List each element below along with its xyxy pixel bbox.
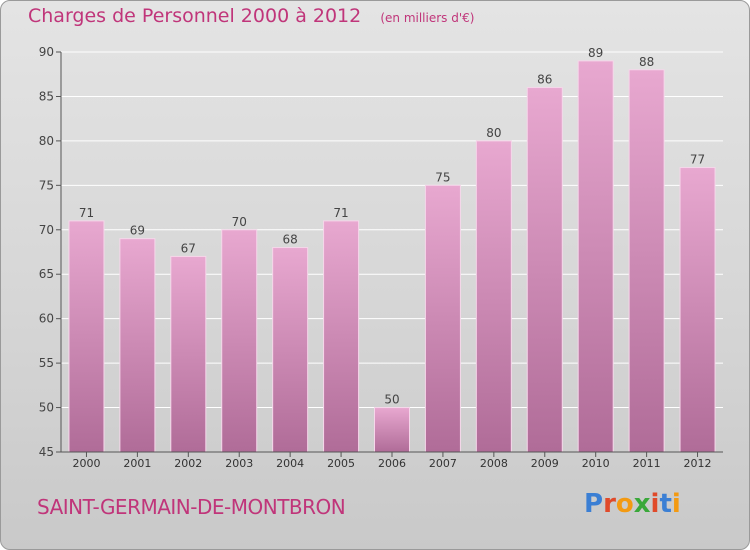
y-tick-label: 90 [39,45,54,59]
x-tick-label-2008: 2008 [480,457,508,470]
bar-2002 [170,255,207,453]
bar-2009 [526,87,563,453]
bar-2011 [628,69,665,453]
bar-2000 [68,220,105,453]
value-label-2004: 68 [283,233,298,247]
value-labels: 71 69 67 70 68 71 50 75 80 86 89 88 77 [79,46,705,407]
value-label-2007: 75 [435,170,450,184]
logo-letter: i [671,489,681,519]
logo-letter: P [584,489,604,519]
bars [68,60,716,453]
y-tick-label: 75 [39,178,54,192]
bar-2012 [679,167,716,453]
axes: 45 50 55 60 65 70 75 80 85 90 2000 2001 2002 2003 2004… [39,45,723,470]
bar-2005 [323,220,360,453]
x-tick-label-2012: 2012 [684,457,712,470]
value-label-2008: 80 [486,126,501,140]
value-label-2011: 88 [639,55,654,69]
value-label-2009: 86 [537,73,552,87]
y-tick-label: 70 [39,223,54,237]
chart-title-row: Charges de Personnel 2000 à 2012 (en mil… [28,5,474,27]
value-label-2012: 77 [690,153,705,167]
x-tick-label-2003: 2003 [225,457,253,470]
bar-2010 [577,60,614,453]
logo-letter: o [615,489,634,519]
x-tick-label-2010: 2010 [582,457,610,470]
y-tick-label: 50 [39,401,54,415]
y-tick-label: 60 [39,312,54,326]
bar-2007 [424,184,461,453]
bar-2006 [374,407,410,453]
bar-2003 [221,229,258,453]
x-tick-label-2005: 2005 [327,457,355,470]
value-label-2003: 70 [232,215,247,229]
value-label-2001: 69 [130,224,145,238]
x-tick-label-2004: 2004 [276,457,304,470]
value-label-2000: 71 [79,206,94,220]
y-tick-label: 45 [39,445,54,459]
bar-2004 [272,247,309,453]
bar-2008 [475,140,512,453]
chart-title: Charges de Personnel 2000 à 2012 [28,5,362,27]
commune-name: SAINT-GERMAIN-DE-MONTBRON [37,495,346,519]
bar-2001 [119,238,156,453]
x-tick-label-2000: 2000 [72,457,100,470]
value-label-2002: 67 [181,241,196,255]
logo-letter: r [603,489,616,519]
x-tick-label-2006: 2006 [378,457,406,470]
value-label-2006: 50 [384,393,399,407]
logo-letter: x [633,489,651,519]
logo-letter: t [659,489,672,519]
proxiti-logo[interactable]: Proxiti [584,489,681,519]
x-tick-label-2007: 2007 [429,457,457,470]
logo-letter: i [650,489,660,519]
value-label-2005: 71 [333,206,348,220]
x-tick-label-2002: 2002 [174,457,202,470]
x-tick-label-2001: 2001 [123,457,151,470]
y-tick-label: 65 [39,267,54,281]
y-tick-label: 85 [39,89,54,103]
y-tick-label: 55 [39,356,54,370]
value-label-2010: 89 [588,46,603,60]
x-tick-label-2009: 2009 [531,457,559,470]
x-tick-label-2011: 2011 [633,457,661,470]
chart-subtitle: (en milliers d'€) [380,11,475,25]
y-tick-label: 80 [39,134,54,148]
